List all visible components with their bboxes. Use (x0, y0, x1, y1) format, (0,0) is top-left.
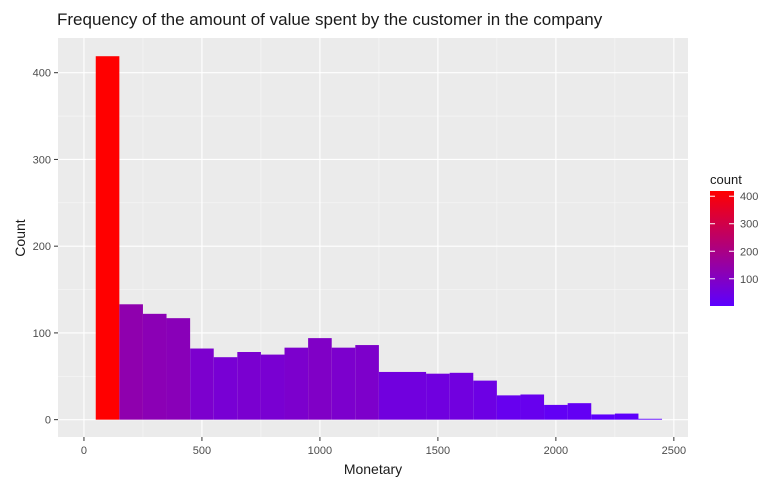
y-tick-label: 100 (33, 328, 51, 340)
legend-tick-label: 300 (740, 219, 758, 231)
y-axis-ticks: 0 100 200 300 400 (33, 68, 58, 427)
legend-ticks: 100 200 300 400 (710, 191, 758, 286)
histogram-bar (95, 56, 120, 420)
histogram-bar (119, 304, 143, 420)
histogram-bar (614, 413, 639, 420)
histogram-bar (355, 345, 379, 420)
histogram-bar (260, 354, 285, 420)
legend-colorbar (710, 191, 734, 306)
histogram-bar (591, 414, 615, 420)
legend-tick-label: 100 (740, 274, 758, 286)
histogram-bar (496, 395, 521, 420)
x-tick-label: 2000 (544, 445, 568, 457)
color-legend: count 100 200 300 400 (710, 172, 758, 306)
histogram-bar (166, 318, 191, 420)
histogram-bar (284, 347, 309, 420)
x-tick-label: 500 (193, 445, 211, 457)
histogram-bar (237, 351, 261, 420)
histogram-bar (378, 371, 403, 420)
histogram-bar (190, 348, 214, 420)
x-axis-label: Monetary (344, 461, 402, 477)
histogram-bar (142, 313, 167, 420)
legend-title: count (710, 172, 742, 187)
x-tick-label: 1500 (426, 445, 450, 457)
x-axis-ticks: 0 500 1000 1500 2000 2500 (81, 437, 686, 457)
histogram-bar (426, 373, 450, 420)
histogram-bar (638, 418, 663, 420)
legend-tick-label: 200 (740, 246, 758, 258)
y-tick-label: 300 (33, 154, 51, 166)
histogram-bar (567, 403, 592, 420)
histogram-bar (308, 338, 332, 420)
histogram-bars (95, 56, 663, 420)
histogram-bar (544, 404, 568, 420)
x-tick-label: 1000 (308, 445, 332, 457)
y-tick-label: 0 (45, 415, 51, 427)
histogram-bar (402, 371, 427, 420)
y-axis-label: Count (12, 219, 28, 256)
histogram-bar (520, 394, 545, 420)
histogram-bar (449, 372, 474, 420)
histogram-bar (473, 380, 497, 420)
histogram-bar (213, 357, 238, 420)
y-tick-label: 200 (33, 241, 51, 253)
x-tick-label: 0 (81, 445, 87, 457)
y-tick-label: 400 (33, 68, 51, 80)
histogram-bar (331, 347, 356, 420)
legend-tick-label: 400 (740, 191, 758, 203)
x-tick-label: 2500 (662, 445, 686, 457)
chart-title: Frequency of the amount of value spent b… (57, 10, 603, 29)
